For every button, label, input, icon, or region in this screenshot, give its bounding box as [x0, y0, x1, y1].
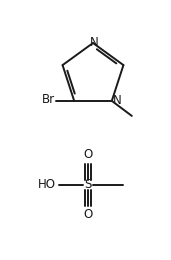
- Text: S: S: [84, 179, 92, 192]
- Text: N: N: [90, 36, 98, 49]
- Text: Br: Br: [42, 93, 55, 106]
- Text: N: N: [113, 94, 121, 107]
- Text: O: O: [83, 148, 93, 161]
- Text: O: O: [83, 209, 93, 222]
- Text: HO: HO: [38, 179, 56, 192]
